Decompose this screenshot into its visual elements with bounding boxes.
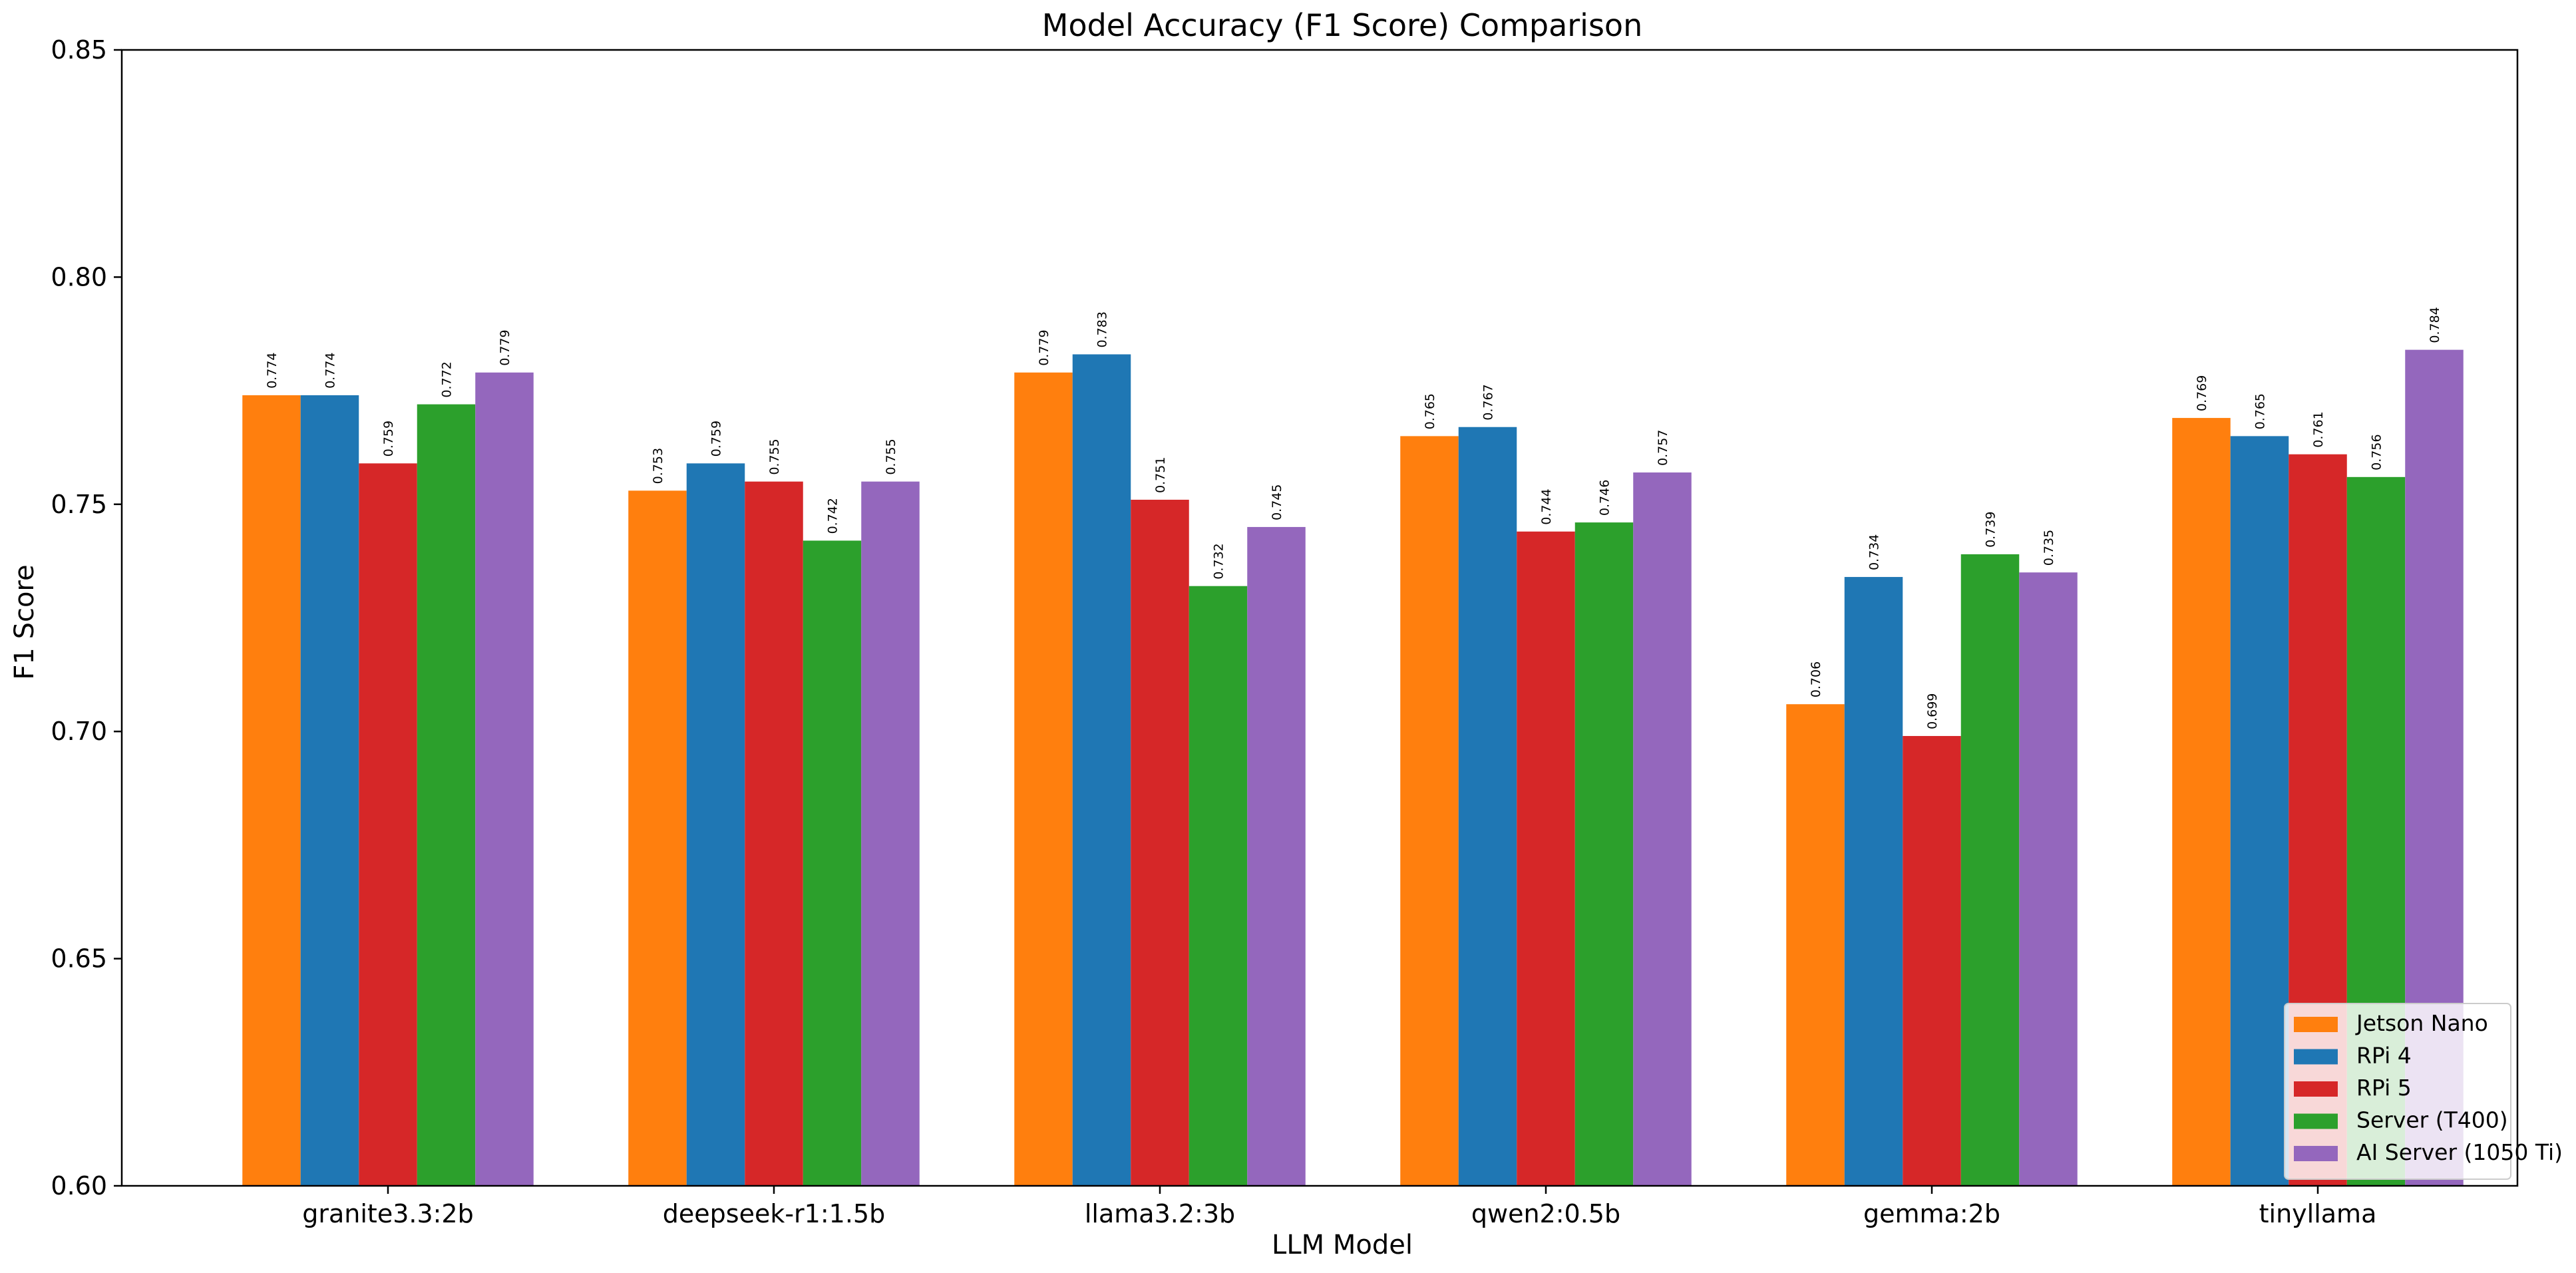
legend-swatch xyxy=(2294,1081,2338,1097)
bar xyxy=(745,481,803,1186)
bar-value-label: 0.774 xyxy=(323,353,338,389)
bar-value-label: 0.755 xyxy=(767,439,782,474)
bar-value-label: 0.757 xyxy=(1656,430,1670,466)
bars xyxy=(242,349,2464,1186)
x-tick-label: llama3.2:3b xyxy=(1085,1199,1235,1228)
bar xyxy=(2230,436,2289,1186)
y-axis-ticks: 0.60 0.65 0.70 0.75 0.80 0.85 xyxy=(51,35,122,1200)
legend-label: RPi 4 xyxy=(2356,1043,2412,1069)
bar-value-label: 0.759 xyxy=(381,421,396,456)
x-tick-label: qwen2:0.5b xyxy=(1471,1199,1620,1228)
bar xyxy=(1072,354,1131,1186)
bar xyxy=(1247,526,1306,1186)
bar xyxy=(417,404,476,1186)
legend-label: AI Server (1050 Ti) xyxy=(2356,1139,2563,1165)
bar-value-label: 0.784 xyxy=(2428,307,2442,343)
x-tick-label: gemma:2b xyxy=(1863,1199,2000,1228)
bar xyxy=(1786,704,1845,1186)
bar xyxy=(300,395,359,1186)
x-tick-label: deepseek-r1:1.5b xyxy=(663,1199,885,1228)
bar xyxy=(2172,418,2231,1186)
bar-value-label: 0.772 xyxy=(440,361,455,397)
bar xyxy=(1517,531,1575,1186)
bar xyxy=(1458,427,1517,1186)
legend-swatch xyxy=(2294,1146,2338,1161)
x-axis-label: LLM Model xyxy=(1272,1230,1413,1260)
bar xyxy=(1844,577,1903,1186)
bar xyxy=(1189,586,1248,1186)
bar-value-label: 0.734 xyxy=(1867,534,1882,570)
bar-value-label: 0.739 xyxy=(1984,512,1998,548)
x-tick-label: tinyllama xyxy=(2259,1199,2377,1228)
bar-value-label: 0.742 xyxy=(826,498,840,534)
legend: Jetson Nano RPi 4 RPi 5 Server (T400) AI Ser… xyxy=(2284,1003,2563,1180)
bar-value-labels: 0.774 0.774 0.759 0.772 0.779 0.753 0.759 0.755… xyxy=(265,307,2442,729)
bar-value-label: 0.779 xyxy=(498,329,512,365)
y-tick-label: 0.80 xyxy=(51,262,107,291)
bar-value-label: 0.765 xyxy=(2253,393,2268,429)
bar xyxy=(628,490,687,1186)
bar xyxy=(1131,499,1189,1186)
bar xyxy=(1400,436,1459,1186)
plot-frame xyxy=(120,49,2519,1187)
legend-label: Server (T400) xyxy=(2356,1107,2508,1133)
bar xyxy=(1960,554,2020,1186)
bar xyxy=(861,481,920,1186)
y-tick-label: 0.65 xyxy=(51,944,107,974)
legend-swatch xyxy=(2294,1113,2338,1129)
bar-value-label: 0.746 xyxy=(1598,480,1612,516)
bar-value-label: 0.753 xyxy=(651,448,665,484)
bar xyxy=(359,463,417,1186)
bar-value-label: 0.759 xyxy=(709,421,724,456)
bar-value-label: 0.769 xyxy=(2195,375,2209,411)
bar-value-label: 0.699 xyxy=(1925,693,1940,729)
y-tick-label: 0.70 xyxy=(51,717,107,746)
legend-swatch xyxy=(2294,1049,2338,1065)
y-tick-label: 0.85 xyxy=(51,35,107,65)
bar-value-label: 0.783 xyxy=(1095,311,1110,347)
y-tick-label: 0.60 xyxy=(51,1171,107,1200)
bar-value-label: 0.732 xyxy=(1212,543,1226,579)
bar xyxy=(475,372,534,1186)
bar xyxy=(803,540,862,1186)
bar xyxy=(1903,736,1961,1186)
bar-value-label: 0.761 xyxy=(2311,411,2326,447)
bar xyxy=(1574,522,1634,1186)
bar-value-label: 0.756 xyxy=(2370,434,2384,470)
bar-value-label: 0.745 xyxy=(1270,484,1284,520)
bar xyxy=(242,395,301,1186)
x-tick-label: granite3.3:2b xyxy=(302,1199,473,1228)
bar-value-label: 0.755 xyxy=(884,439,898,474)
bar-value-label: 0.774 xyxy=(265,353,279,389)
legend-swatch xyxy=(2294,1017,2338,1032)
bar xyxy=(1014,372,1073,1186)
y-tick-label: 0.75 xyxy=(51,490,107,519)
bar xyxy=(686,463,745,1186)
y-axis-label: F1 Score xyxy=(9,564,40,679)
bar-value-label: 0.765 xyxy=(1423,393,1437,429)
x-axis-ticks: granite3.3:2b deepseek-r1:1.5b llama3.2:3b… xyxy=(302,1186,2376,1228)
bar-value-label: 0.706 xyxy=(1809,661,1823,697)
legend-label: Jetson Nano xyxy=(2355,1010,2488,1036)
chart-title: Model Accuracy (F1 Score) Comparison xyxy=(1042,7,1642,43)
bar-value-label: 0.735 xyxy=(2042,530,2056,566)
bar-value-label: 0.779 xyxy=(1037,329,1051,365)
legend-box xyxy=(2284,1003,2511,1180)
bar xyxy=(1633,472,1692,1186)
bar-value-label: 0.767 xyxy=(1481,384,1496,420)
bar-value-label: 0.744 xyxy=(1539,488,1554,524)
bar xyxy=(2019,572,2078,1186)
legend-label: RPi 5 xyxy=(2356,1075,2412,1101)
bar-value-label: 0.751 xyxy=(1153,457,1168,493)
